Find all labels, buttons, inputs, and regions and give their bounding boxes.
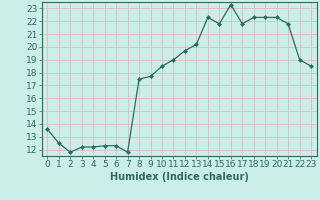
X-axis label: Humidex (Indice chaleur): Humidex (Indice chaleur) — [110, 172, 249, 182]
